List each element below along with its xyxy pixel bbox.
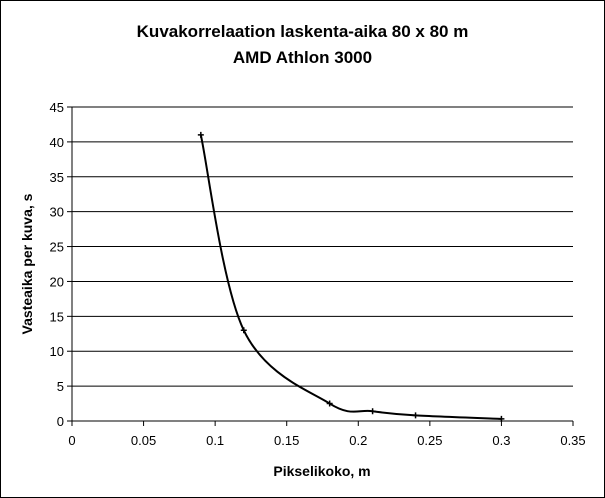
data-point — [369, 408, 376, 415]
x-tick-label: 0.05 — [131, 433, 156, 448]
x-tick-label: 0.15 — [274, 433, 299, 448]
y-tick-label: 25 — [50, 240, 64, 255]
chart-title: Kuvakorrelaation laskenta-aika 80 x 80 m — [136, 22, 469, 41]
y-tick-label: 0 — [57, 414, 64, 429]
y-tick-label: 20 — [50, 274, 64, 289]
data-point — [498, 415, 505, 422]
data-point — [326, 400, 333, 407]
data-point — [240, 327, 247, 334]
y-tick-label: 15 — [50, 309, 64, 324]
y-tick-label: 45 — [50, 100, 64, 115]
y-tick-label: 5 — [57, 379, 64, 394]
y-tick-label: 35 — [50, 170, 64, 185]
chart-subtitle: AMD Athlon 3000 — [232, 48, 373, 67]
x-axis-label: Pikselikoko, m — [273, 463, 370, 479]
y-tick-label: 10 — [50, 344, 64, 359]
x-tick-label: 0.2 — [349, 433, 367, 448]
data-point — [197, 131, 204, 138]
series-line — [199, 134, 502, 420]
y-tick-label: 30 — [50, 205, 64, 220]
x-tick-label: 0.25 — [417, 433, 442, 448]
x-tick-label: 0.3 — [492, 433, 510, 448]
x-tick-label: 0 — [68, 433, 75, 448]
y-tick-label: 40 — [50, 135, 64, 150]
x-tick-label: 0.35 — [560, 433, 585, 448]
y-axis-label: Vasteaika per kuva, s — [19, 193, 35, 334]
x-tick-label: 0.1 — [206, 433, 224, 448]
data-point — [412, 412, 419, 419]
